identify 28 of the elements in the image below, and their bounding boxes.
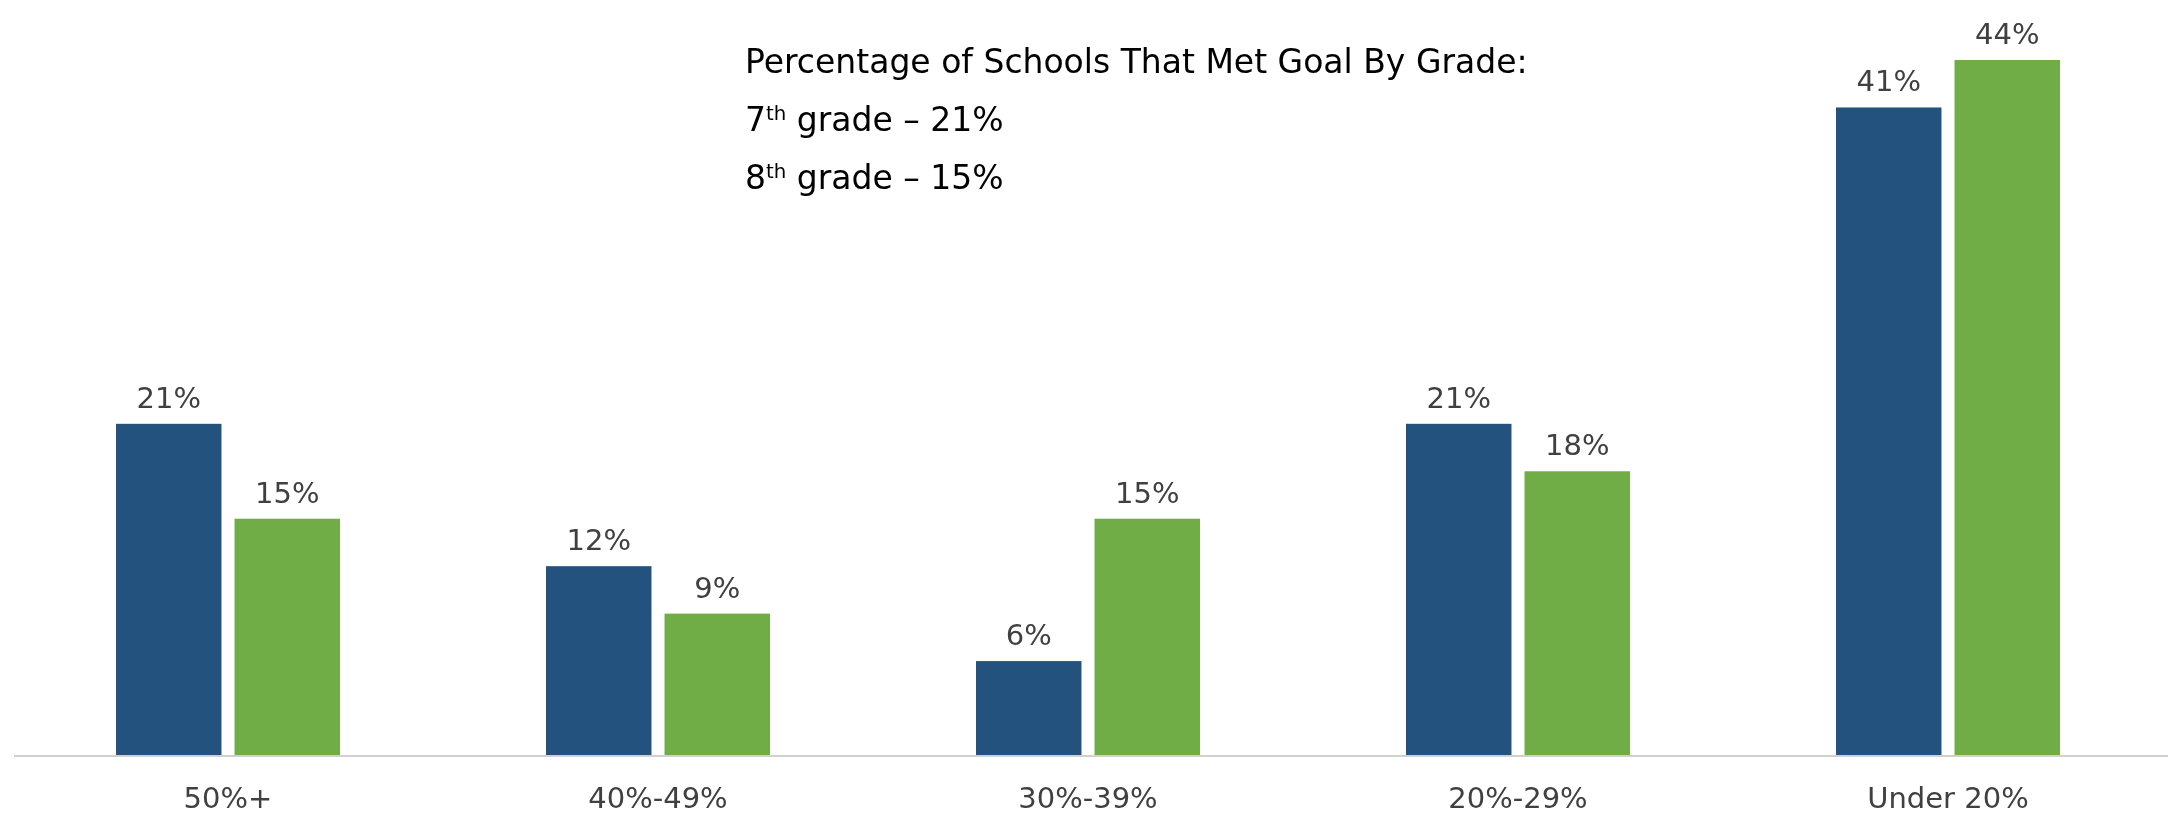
bar xyxy=(1406,423,1512,756)
data-label: 21% xyxy=(1426,380,1491,415)
bar xyxy=(546,566,652,756)
bar xyxy=(976,661,1082,756)
data-label: 41% xyxy=(1856,64,1921,99)
x-tick-label: 40%-49% xyxy=(588,781,728,815)
data-label: 18% xyxy=(1545,428,1610,463)
x-tick-label: 20%-29% xyxy=(1448,781,1588,815)
bar xyxy=(1524,471,1630,756)
x-tick-label: 30%-39% xyxy=(1018,781,1158,815)
bar xyxy=(1954,60,2060,756)
bar xyxy=(1836,107,1942,756)
x-tick-label: Under 20% xyxy=(1867,781,2029,815)
bar xyxy=(1094,518,1200,756)
bar xyxy=(664,613,770,756)
bar xyxy=(116,423,222,756)
data-label: 15% xyxy=(1115,475,1180,510)
data-label: 15% xyxy=(255,475,320,510)
annotation: 7$^{th}$ grade – 21% xyxy=(745,100,1004,139)
data-label: 21% xyxy=(136,380,201,415)
data-label: 6% xyxy=(1005,618,1052,653)
data-label: 12% xyxy=(566,523,631,558)
annotation: 8$^{th}$ grade – 15% xyxy=(745,158,1004,197)
annotation: Percentage of Schools That Met Goal By Grade: xyxy=(745,42,1528,81)
bar xyxy=(234,518,340,756)
x-tick-label: 50%+ xyxy=(183,781,273,815)
data-label: 9% xyxy=(694,570,741,605)
data-label: 44% xyxy=(1975,17,2040,51)
